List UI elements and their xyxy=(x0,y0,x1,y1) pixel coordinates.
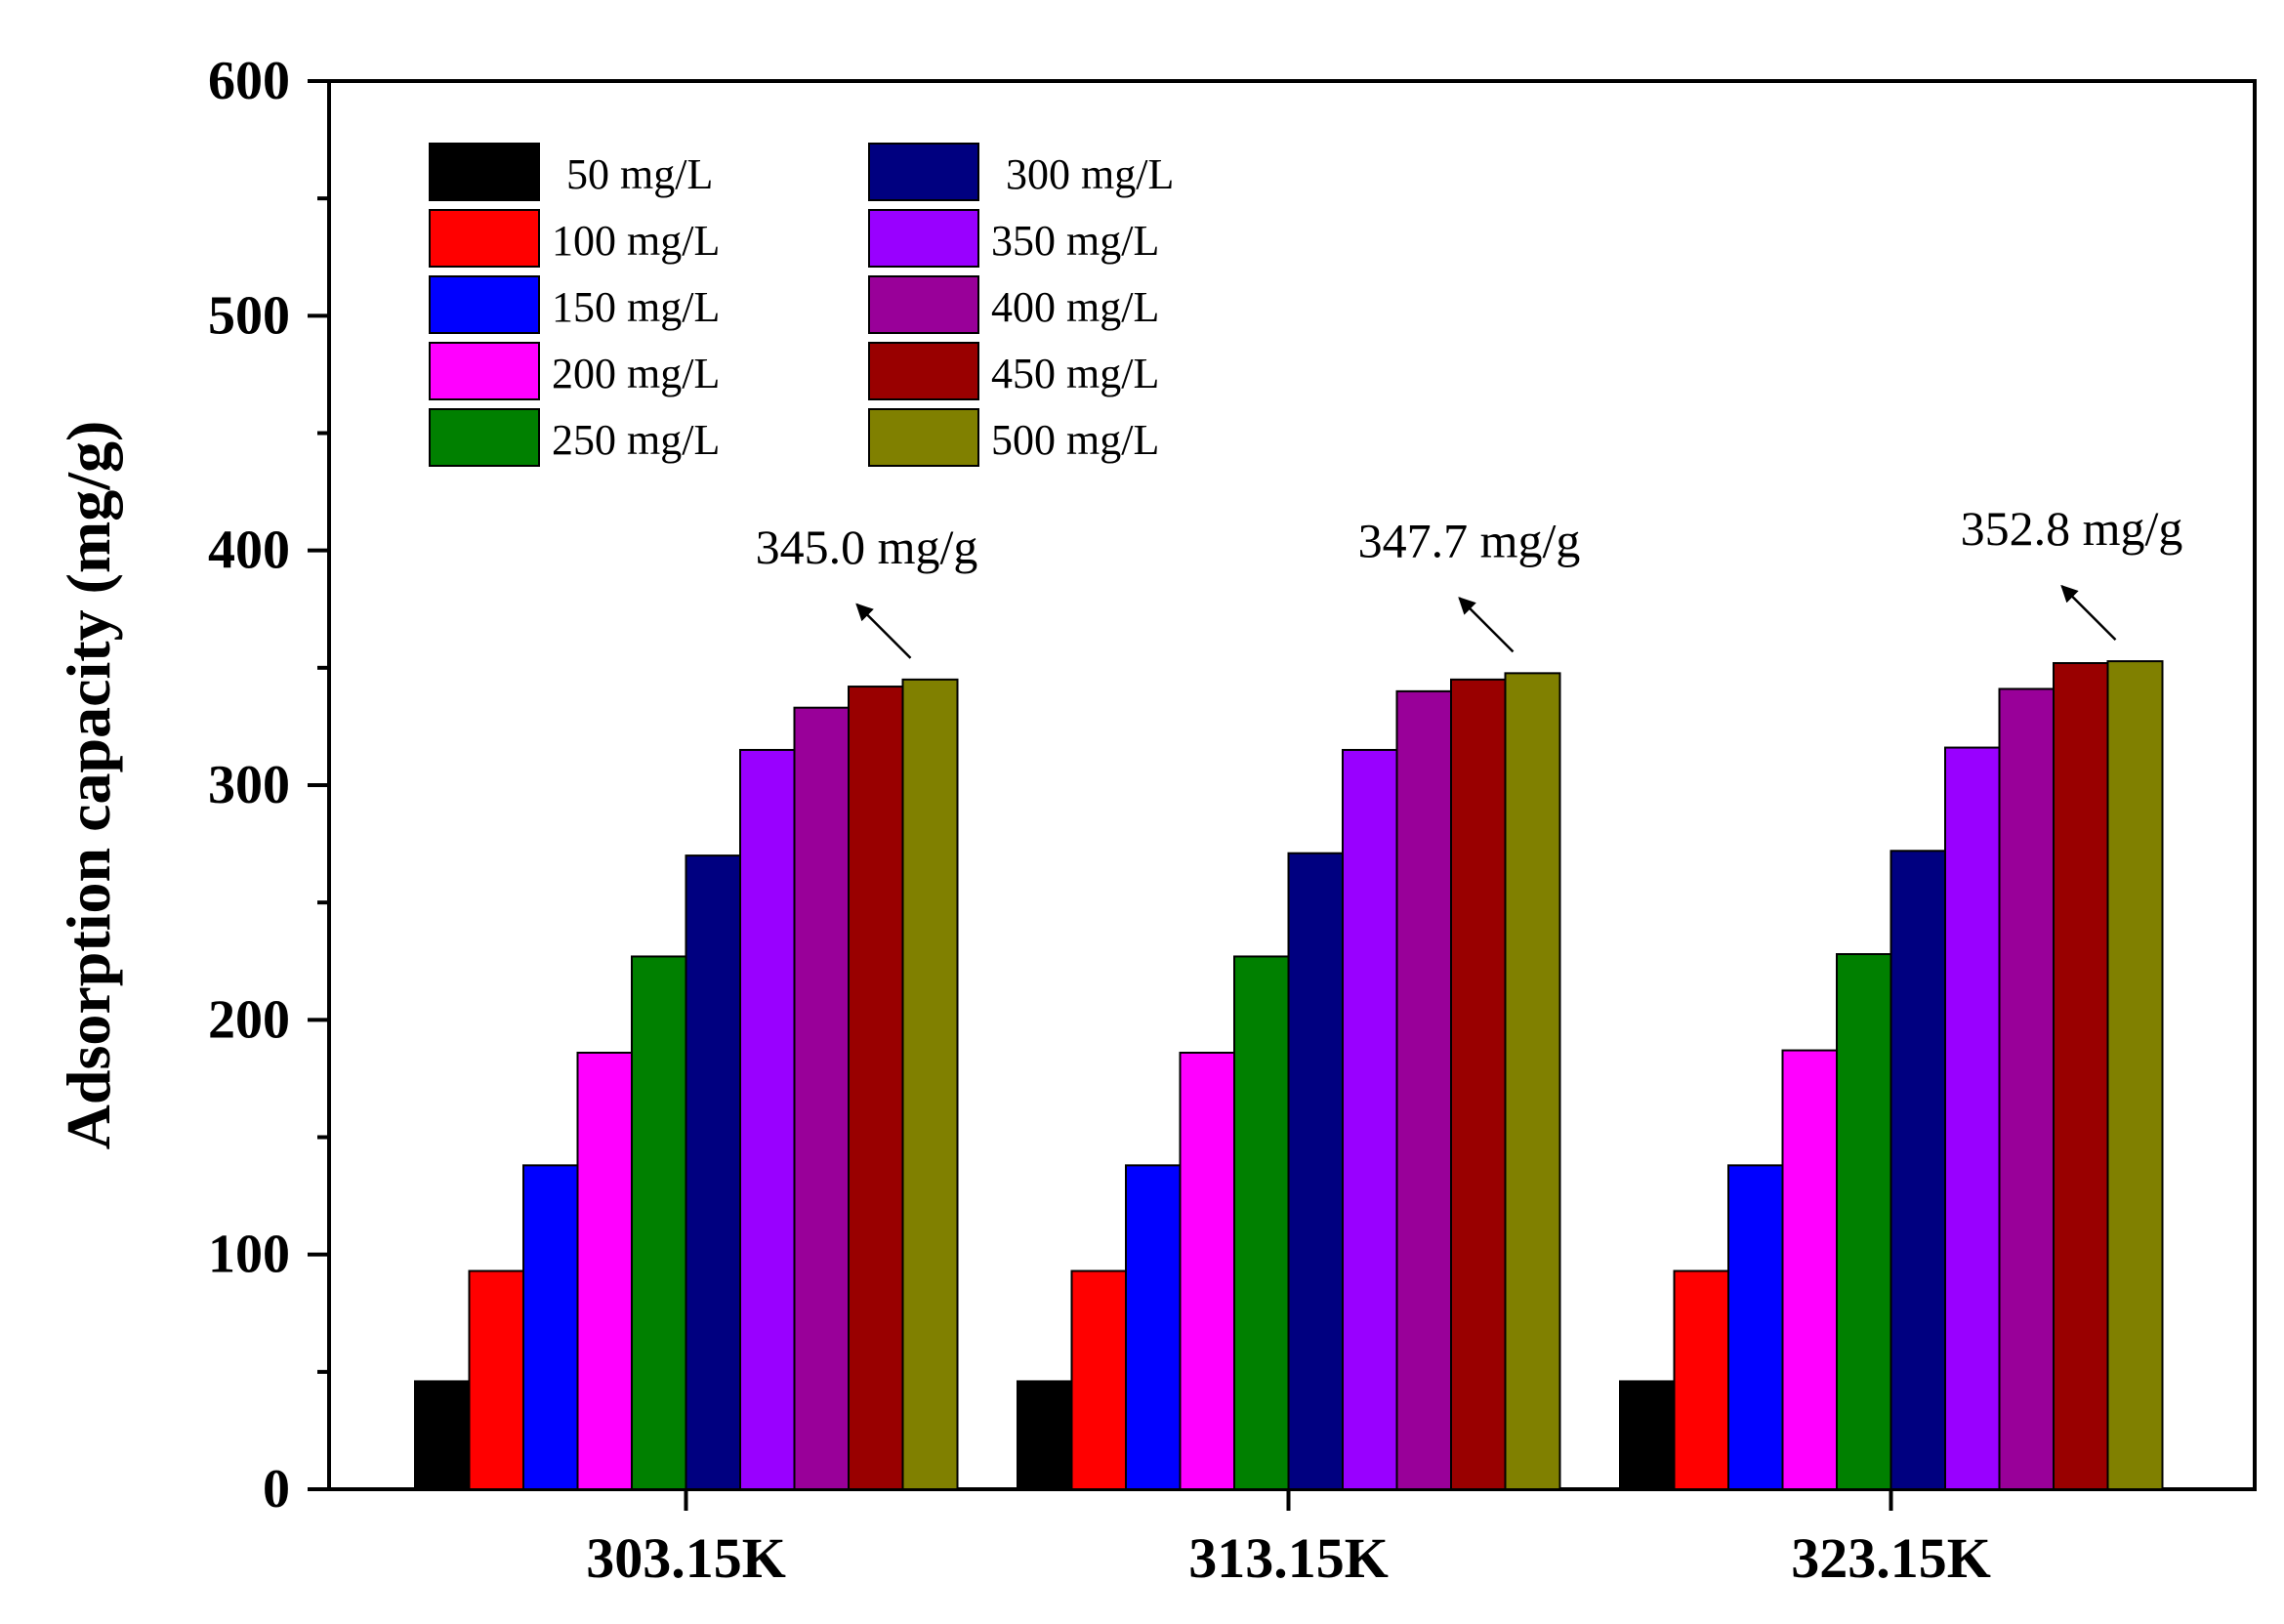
bar-313.15K-350-mg-l xyxy=(1342,748,1398,1490)
annotation-arrow xyxy=(2060,584,2117,641)
bar-313.15K-50-mg-l xyxy=(1017,1380,1073,1490)
legend-swatch xyxy=(429,342,540,400)
bar-323.15K-250-mg-l xyxy=(1836,953,1892,1490)
legend-swatch xyxy=(868,209,979,268)
legend-swatch xyxy=(429,408,540,467)
bar-303.15K-350-mg-l xyxy=(739,748,796,1490)
bar-323.15K-200-mg-l xyxy=(1781,1049,1839,1490)
bar-313.15K-150-mg-l xyxy=(1125,1164,1182,1490)
bar-303.15K-50-mg-l xyxy=(414,1380,471,1490)
y-tick-label: 500 xyxy=(208,285,290,346)
bar-313.15K-200-mg-l xyxy=(1179,1051,1236,1490)
bar-303.15K-300-mg-l xyxy=(685,854,742,1490)
bar-323.15K-100-mg-l xyxy=(1673,1270,1730,1490)
legend-label: 400 mg/L xyxy=(991,283,1159,331)
bar-323.15K-50-mg-l xyxy=(1619,1380,1676,1490)
bar-323.15K-150-mg-l xyxy=(1727,1164,1784,1490)
bar-313.15K-300-mg-l xyxy=(1287,852,1345,1490)
bar-303.15K-100-mg-l xyxy=(468,1270,525,1490)
legend-label: 450 mg/L xyxy=(991,350,1159,397)
y-axis-title: Adsorption capacity (mg/g) xyxy=(54,421,123,1150)
bar-313.15K-100-mg-l xyxy=(1070,1270,1128,1490)
x-category-label: 313.15K xyxy=(1188,1526,1389,1590)
x-category-label: 303.15K xyxy=(586,1526,786,1590)
bar-303.15K-450-mg-l xyxy=(848,686,904,1490)
y-tick-label: 200 xyxy=(208,989,290,1050)
y-tick-label: 400 xyxy=(208,521,290,581)
annotation-label: 347.7 mg/g xyxy=(1358,513,1581,567)
annotation-arrow xyxy=(855,603,912,659)
legend-swatch xyxy=(868,275,979,334)
annotation-label: 345.0 mg/g xyxy=(756,520,978,574)
annotation-label: 352.8 mg/g xyxy=(1961,501,2183,556)
bar-323.15K-500-mg-l xyxy=(2106,660,2164,1490)
bar-313.15K-400-mg-l xyxy=(1395,689,1453,1490)
legend-label: 100 mg/L xyxy=(552,217,720,265)
bar-303.15K-250-mg-l xyxy=(631,955,687,1490)
legend-swatch xyxy=(868,143,979,201)
legend-swatch xyxy=(868,408,979,467)
y-tick-label: 300 xyxy=(208,755,290,815)
legend-label: 250 mg/L xyxy=(552,416,720,464)
y-tick-label: 100 xyxy=(208,1225,290,1285)
bar-313.15K-250-mg-l xyxy=(1233,955,1290,1490)
legend-swatch xyxy=(429,275,540,334)
bar-323.15K-300-mg-l xyxy=(1889,850,1947,1490)
bar-323.15K-350-mg-l xyxy=(1944,746,2001,1490)
legend-swatch xyxy=(429,143,540,201)
annotation-arrow xyxy=(1458,597,1515,653)
legend-label: 200 mg/L xyxy=(552,350,720,397)
legend-label: 300 mg/L xyxy=(1006,150,1174,198)
legend-label: 150 mg/L xyxy=(552,283,720,331)
bar-313.15K-500-mg-l xyxy=(1504,672,1561,1490)
y-tick-label: 0 xyxy=(263,1459,290,1520)
x-category-label: 323.15K xyxy=(1791,1526,1991,1590)
bar-303.15K-200-mg-l xyxy=(576,1051,634,1490)
legend-swatch xyxy=(429,209,540,268)
legend-swatch xyxy=(868,342,979,400)
bar-323.15K-400-mg-l xyxy=(1998,687,2056,1490)
y-tick-label: 600 xyxy=(208,51,290,111)
legend-label: 50 mg/L xyxy=(566,150,713,198)
legend-label: 350 mg/L xyxy=(991,217,1159,265)
legend-label: 500 mg/L xyxy=(991,416,1159,464)
bar-313.15K-450-mg-l xyxy=(1450,678,1507,1490)
bar-303.15K-400-mg-l xyxy=(793,706,851,1490)
bar-303.15K-150-mg-l xyxy=(522,1164,579,1490)
bar-303.15K-500-mg-l xyxy=(901,678,959,1490)
bar-323.15K-450-mg-l xyxy=(2053,662,2109,1490)
